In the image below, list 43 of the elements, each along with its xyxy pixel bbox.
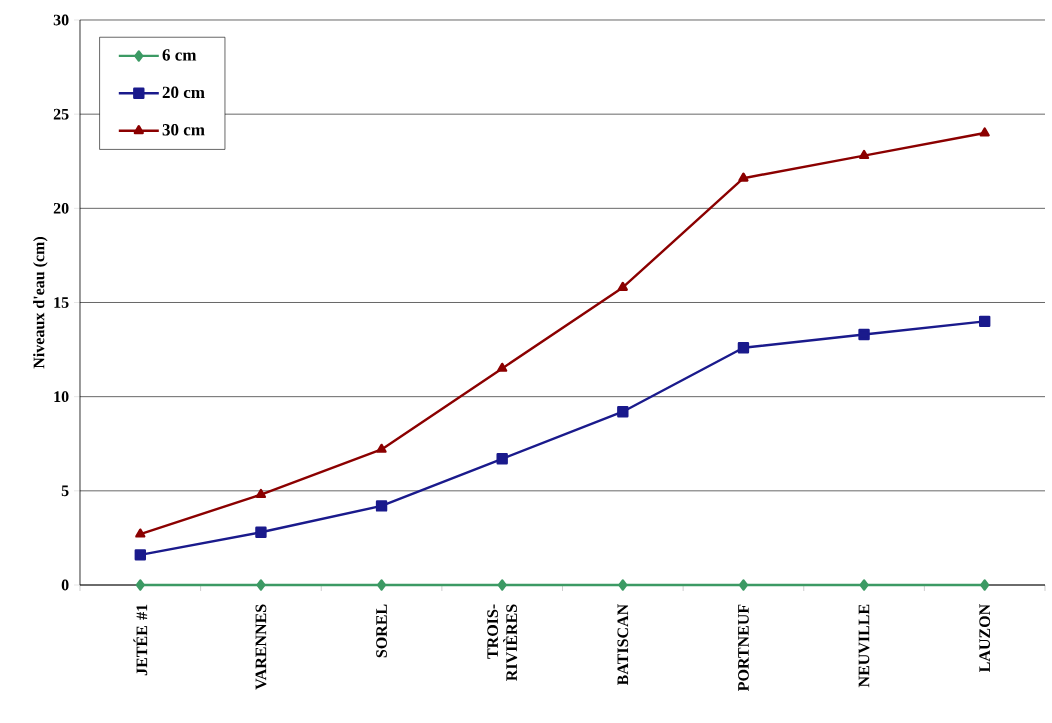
x-tick-label: PORTNEUF <box>738 604 749 692</box>
x-tick-label: NEUVILLE <box>858 604 870 688</box>
legend-label: 6 cm <box>162 49 197 61</box>
y-tick-label: 25 <box>53 108 69 120</box>
y-tick-label: 20 <box>53 202 69 214</box>
point <box>134 549 147 561</box>
point <box>618 579 628 591</box>
point <box>980 579 990 591</box>
x-tick-label: VARENNES <box>255 604 267 690</box>
point <box>256 579 266 591</box>
y-tick-label: 15 <box>54 297 69 308</box>
point <box>496 453 508 465</box>
point <box>617 281 628 291</box>
point <box>497 579 507 591</box>
legend-label: 20 cm <box>162 86 205 99</box>
point <box>858 149 870 160</box>
x-tick-label: JETÉE #1 <box>133 604 148 676</box>
point <box>135 579 145 591</box>
point <box>737 342 750 354</box>
point <box>255 488 267 499</box>
point <box>376 443 387 453</box>
x-tick-label: LAUZON <box>979 604 991 673</box>
point <box>375 500 388 512</box>
point <box>255 526 267 538</box>
point <box>497 362 508 372</box>
x-tick-label: SOREL <box>376 604 387 658</box>
point <box>376 579 387 591</box>
point <box>617 406 629 418</box>
y-axis-title: Niveaux d'eau (cm) <box>33 236 48 369</box>
y-tick-label: 0 <box>61 579 69 591</box>
point <box>859 579 869 591</box>
point <box>135 528 146 538</box>
legend-label: 30 cm <box>162 124 205 136</box>
point <box>979 127 990 137</box>
x-tick-label: BATISCAN <box>617 604 629 686</box>
x-tick-label: TROIS-RIVIÈRES <box>487 604 518 681</box>
y-tick-label: 10 <box>54 391 69 403</box>
point <box>738 579 749 591</box>
point <box>978 315 991 328</box>
y-tick-label: 5 <box>61 485 69 497</box>
y-tick-label: 30 <box>53 14 69 26</box>
point <box>738 172 749 182</box>
point <box>858 328 870 341</box>
